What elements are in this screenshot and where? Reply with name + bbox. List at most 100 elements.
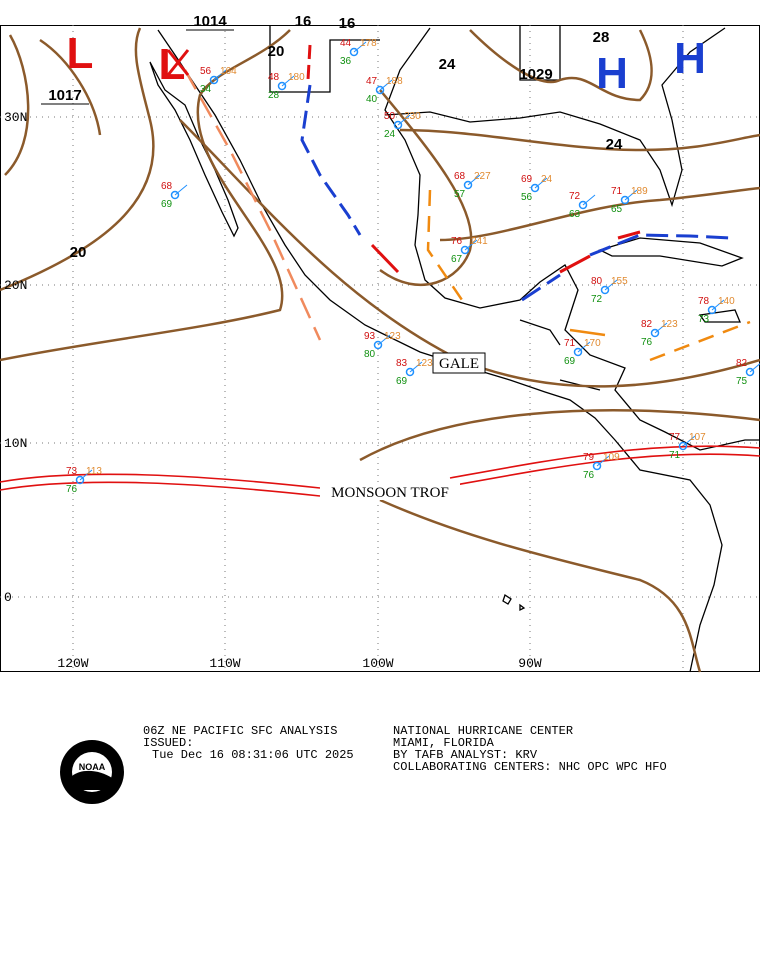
station-dew: 56	[521, 192, 533, 203]
station-circle	[650, 328, 660, 338]
graticule	[0, 25, 760, 672]
station-dew: 24	[384, 129, 396, 140]
station-circle	[460, 245, 470, 255]
station: 82 75	[736, 358, 760, 387]
station: 68 227 57	[454, 171, 491, 200]
isobar-label: 28	[593, 29, 610, 46]
station-circle	[745, 367, 755, 377]
station-pressure: 107	[689, 432, 706, 443]
isobar	[39, 38, 102, 136]
station: 56 164 34	[200, 66, 237, 95]
station: 79 109 76	[583, 452, 620, 481]
isobar	[439, 186, 760, 242]
station-temp: 73	[66, 466, 78, 477]
pressure-center: H	[674, 34, 706, 83]
trough	[649, 320, 751, 362]
baja	[149, 61, 239, 238]
station-pressure: 241	[471, 236, 488, 247]
station-pressure: 189	[631, 186, 648, 197]
fronts	[183, 44, 751, 362]
gale-box	[432, 352, 486, 374]
station-dew: 69	[161, 199, 173, 210]
stationary-front	[521, 233, 731, 302]
wind-barb	[711, 299, 725, 311]
station-temp: 44	[340, 38, 352, 49]
longitude-label: 120W	[57, 656, 88, 671]
logo-text: NOAA	[79, 762, 106, 772]
isobar	[0, 29, 291, 362]
station-circle	[209, 75, 219, 85]
isobar-label: 20	[70, 244, 87, 261]
pressure-center: L	[159, 40, 186, 89]
isobar	[0, 27, 155, 292]
stationary-front	[559, 230, 641, 274]
station-temp: 71	[611, 186, 623, 197]
station-dew: 34	[200, 84, 212, 95]
wind-barb	[353, 41, 367, 53]
latitude-label: 20N	[4, 278, 27, 293]
station-circle	[592, 461, 602, 471]
station-dew: 76	[583, 470, 595, 481]
station-temp: 47	[366, 76, 378, 87]
station: 76 241 67	[451, 236, 488, 265]
station-temp: 71	[564, 338, 576, 349]
isobar-label: 24	[439, 56, 456, 73]
station-pressure: 109	[603, 452, 620, 463]
station: 44 178 36	[340, 38, 377, 67]
station-temp: 72	[569, 191, 581, 202]
station-circle	[578, 200, 588, 210]
station: 71 189 65	[611, 186, 648, 215]
station-dew: 69	[396, 376, 408, 387]
station-circle	[393, 120, 403, 130]
wind-barb	[464, 239, 478, 251]
station-dew: 75	[736, 376, 748, 387]
station-temp: 56	[200, 66, 212, 77]
station-circle	[277, 81, 287, 91]
station: 82 123 76	[641, 319, 678, 348]
footer-left: ISSUED:	[143, 736, 193, 750]
station-circle	[170, 190, 180, 200]
station-temp: 83	[396, 358, 408, 369]
station-pressure: 180	[288, 72, 305, 83]
station-circle	[530, 183, 540, 193]
station-dew: 76	[641, 337, 653, 348]
front	[306, 44, 312, 81]
wind-barb	[596, 455, 610, 467]
wind-barb	[174, 184, 188, 196]
wind-barb	[79, 469, 93, 481]
station-dew: 69	[564, 356, 576, 367]
station-dew: 36	[340, 56, 352, 67]
trough	[569, 328, 606, 337]
station-pressure: 123	[661, 319, 678, 330]
map-labels: 30N 20N 10N 0 120W 110W 100W 90W 1014 16 16 20 24 102…	[4, 13, 706, 774]
longitude-label: 100W	[362, 656, 393, 671]
isobar	[379, 498, 702, 673]
station: 47 188 40	[366, 76, 403, 105]
station-temp: 82	[641, 319, 653, 330]
isobar-label: 20	[268, 43, 285, 60]
galapagos	[502, 593, 526, 612]
pacific-coast	[157, 29, 723, 673]
monsoon-trough	[0, 445, 760, 497]
station-circle	[349, 47, 359, 57]
station-circle	[373, 340, 383, 350]
station-dew: 28	[268, 90, 280, 101]
wind-barb	[682, 435, 696, 447]
isobar	[4, 34, 30, 176]
trough-line	[0, 445, 760, 489]
station: 72 63	[569, 191, 596, 220]
footer-right: MIAMI, FLORIDA	[393, 736, 495, 750]
station-dew: 80	[364, 349, 376, 360]
station-pressure: 113	[86, 466, 102, 477]
wind-barb	[624, 189, 638, 201]
station-dew: 67	[451, 254, 463, 265]
trof-label-bg	[320, 482, 460, 500]
wind-barb	[604, 279, 618, 291]
station-temp: 68	[161, 181, 173, 192]
isobar-label: 1029	[519, 66, 552, 83]
isobar	[469, 29, 653, 102]
station-dew: 63	[569, 209, 581, 220]
station-circle	[75, 475, 85, 485]
